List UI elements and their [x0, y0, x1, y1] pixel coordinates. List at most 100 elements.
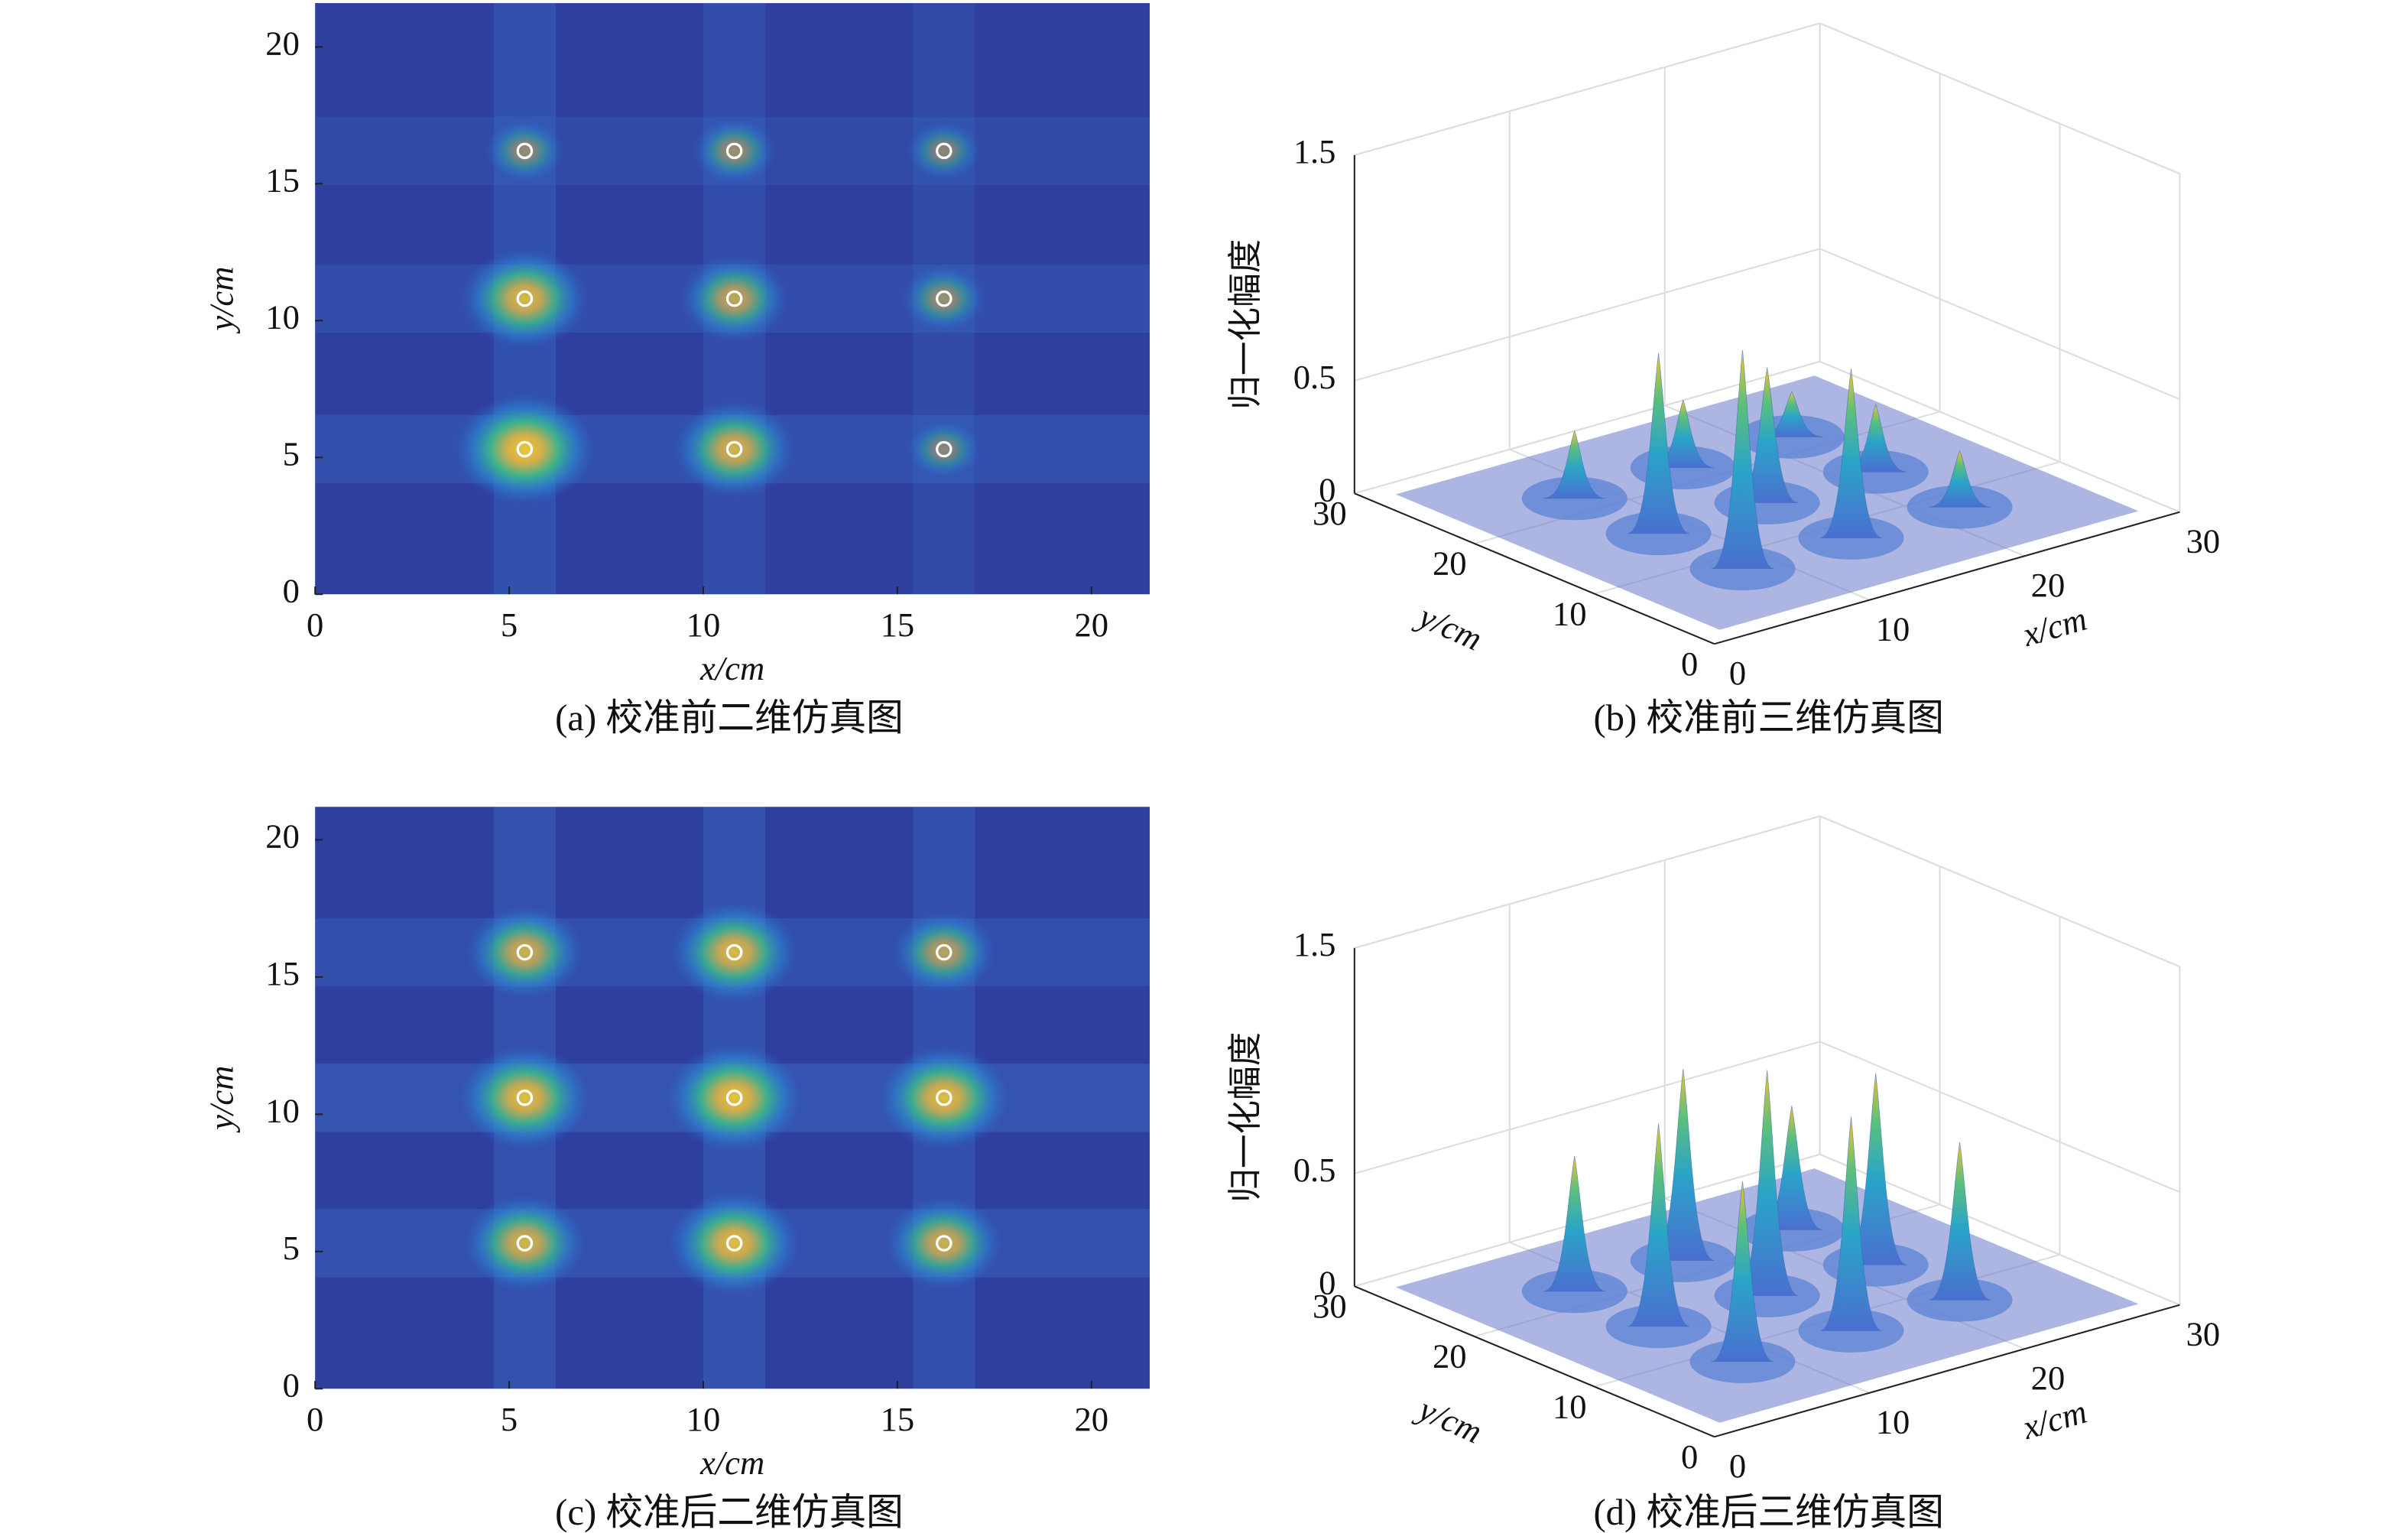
- z-grid-line: [1354, 1041, 1820, 1174]
- y-tick-label: 10: [265, 1092, 300, 1130]
- marker: [725, 142, 743, 160]
- z-tick-label: 0: [1319, 1264, 1335, 1302]
- y-tick-label: 0: [283, 1366, 300, 1405]
- marker: [936, 944, 952, 961]
- x-tick-label: 0: [307, 1400, 323, 1438]
- y-tick-label: 20: [265, 817, 300, 856]
- heat-peak: [455, 394, 595, 505]
- x-tick-label: 10: [686, 1400, 721, 1438]
- x-axis-label: x/cm: [699, 649, 764, 687]
- y-axis-label: y/cm: [203, 1066, 241, 1133]
- y-tick-label: 10: [265, 298, 300, 336]
- box-edge: [1354, 22, 1820, 156]
- y-tick-label: 30: [1313, 1287, 1347, 1325]
- marker: [936, 1235, 952, 1252]
- peak: [1735, 1070, 1799, 1296]
- y-tick-label: 0: [1681, 645, 1698, 683]
- x-tick-label: 20: [2031, 1359, 2066, 1397]
- x-axis-label: x/cm: [2017, 599, 2091, 654]
- x-tick-label: 5: [501, 1400, 518, 1438]
- peak: [1819, 1116, 1883, 1331]
- z-tick-label: 1.5: [1293, 132, 1336, 171]
- box-edge: [1819, 22, 2180, 175]
- z-tick-label: 0: [1319, 471, 1335, 509]
- box-edge: [1819, 815, 2180, 968]
- x-tick-label: 15: [881, 606, 915, 644]
- y-tick-label: 5: [283, 435, 300, 473]
- y-grid-line: [1354, 1153, 1820, 1288]
- x-axis: [1714, 1304, 2180, 1438]
- marker: [725, 1090, 743, 1106]
- y-tick-label: 15: [265, 161, 300, 200]
- x-grid-line: [1819, 360, 2180, 513]
- box-edge: [1354, 815, 1820, 949]
- marker: [725, 440, 743, 458]
- heat-peak: [680, 256, 788, 341]
- x-tick-label: 30: [2186, 522, 2221, 560]
- x-axis: [1714, 511, 2180, 645]
- caption: (a) 校准前二维仿真图: [555, 697, 904, 739]
- z-grid-line: [1354, 248, 1820, 382]
- marker: [516, 142, 534, 160]
- heat-peak: [902, 265, 986, 332]
- x-tick-label: 10: [1876, 1403, 1910, 1441]
- heat-peak: [892, 911, 995, 993]
- y-axis-label: y/cm: [1410, 1388, 1488, 1451]
- z-axis-label: 归一化幅度: [1226, 239, 1264, 410]
- marker: [725, 1235, 743, 1252]
- heat-peak: [692, 118, 777, 184]
- heat-peak: [907, 122, 982, 180]
- peak: [1543, 430, 1606, 499]
- x-tick-label: 10: [686, 606, 721, 644]
- heat-peak: [667, 1044, 802, 1151]
- y-tick-label: 0: [1681, 1437, 1698, 1476]
- y-tick-label: 10: [1553, 1387, 1587, 1425]
- x-tick-label: 0: [1729, 654, 1746, 692]
- marker: [516, 440, 534, 458]
- peak: [1627, 1123, 1690, 1327]
- y-tick-label: 10: [1553, 594, 1587, 632]
- z-axis-label: 归一化幅度: [1226, 1032, 1264, 1203]
- heat-peak: [907, 420, 982, 479]
- peak: [1928, 1142, 1991, 1301]
- y-tick-label: 20: [1433, 1337, 1467, 1375]
- z-grid-line: [1819, 1041, 2180, 1194]
- y-tick-label: 0: [283, 571, 300, 609]
- marker: [936, 290, 952, 307]
- z-tick-label: 0.5: [1293, 1151, 1336, 1189]
- heat-peak: [671, 902, 797, 1002]
- heat-peak: [459, 1046, 590, 1150]
- marker: [516, 1090, 534, 1106]
- heat-peak: [462, 248, 588, 349]
- x-tick-label: 30: [2186, 1315, 2221, 1353]
- marker: [936, 1090, 952, 1106]
- y-tick-label: 15: [265, 954, 300, 992]
- x-tick-label: 0: [1729, 1447, 1746, 1485]
- heat-peak: [673, 401, 795, 498]
- heat-peak: [464, 1195, 586, 1291]
- heat-peak: [669, 1191, 800, 1295]
- z-tick-label: 1.5: [1293, 925, 1336, 963]
- x-axis-label: x/cm: [699, 1444, 764, 1482]
- x-tick-label: 20: [2031, 566, 2066, 604]
- x-tick-label: 10: [1876, 610, 1910, 648]
- x-axis-label: x/cm: [2017, 1392, 2091, 1447]
- y-axis: [1354, 492, 1715, 645]
- heat-peak: [466, 906, 583, 999]
- peak: [1928, 450, 1991, 508]
- peak: [1761, 391, 1823, 437]
- marker: [516, 944, 534, 961]
- y-axis-label: y/cm: [203, 267, 241, 334]
- caption: (d) 校准后三维仿真图: [1593, 1492, 1943, 1533]
- x-tick-label: 15: [881, 1400, 915, 1438]
- heat-peak: [485, 119, 565, 182]
- y-axis-label: y/cm: [1410, 596, 1488, 658]
- marker: [516, 1235, 534, 1252]
- caption: (c) 校准后二维仿真图: [555, 1492, 904, 1533]
- peak: [1711, 1181, 1774, 1362]
- marker: [725, 944, 743, 961]
- heat-layer: [315, 3, 1150, 595]
- heat-peak: [885, 1197, 1002, 1290]
